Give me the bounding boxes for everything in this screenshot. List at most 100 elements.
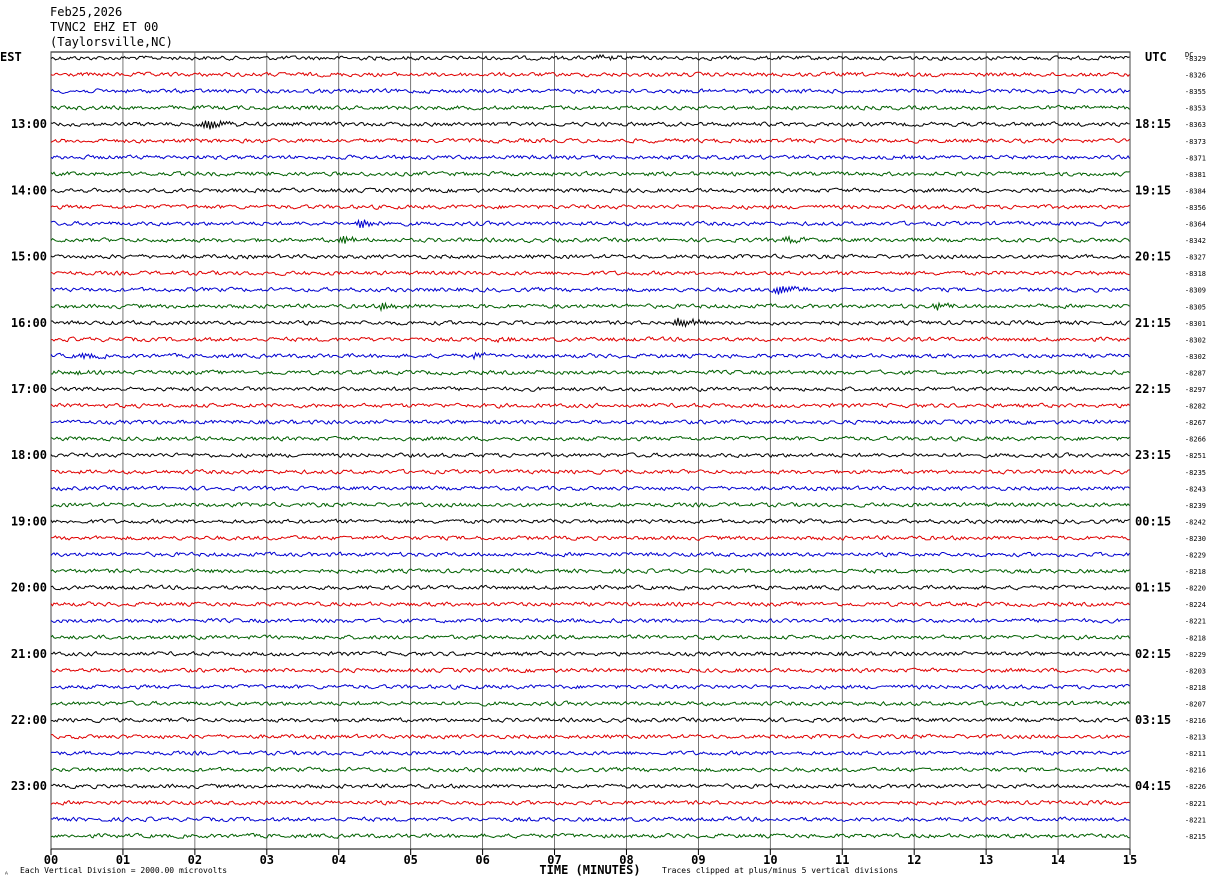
axis-labels: 00 01 02 03 04 05 06 07 08 09 10 11 12 13 14 15 TIME (MI… (0, 50, 1206, 877)
seismic-trace (50, 187, 1130, 194)
dc-offset-label: -8213 (1185, 734, 1206, 742)
seismic-trace (50, 733, 1130, 740)
dc-offset-label: -8318 (1185, 270, 1206, 278)
dc-offset-label: -8355 (1185, 88, 1206, 96)
x-tick-label: 13 (979, 853, 993, 867)
seismic-trace (50, 584, 1130, 591)
seismic-trace (50, 716, 1130, 724)
est-time-label: 23:00 (11, 779, 47, 793)
x-tick-label: 10 (763, 853, 777, 867)
location-label: (Taylorsville,NC) (50, 35, 173, 49)
seismic-trace (50, 270, 1130, 277)
est-label: EST (0, 50, 22, 64)
dc-offset-label: -8243 (1185, 485, 1206, 493)
utc-time-label: 20:15 (1135, 250, 1171, 264)
seismic-trace (50, 650, 1130, 657)
x-tick-label: 15 (1123, 853, 1137, 867)
dc-offset-label: -8329 (1185, 55, 1206, 63)
x-tick-label: 12 (907, 853, 921, 867)
dc-offset-label: -8230 (1185, 535, 1206, 543)
seismic-trace (50, 832, 1130, 839)
seismic-trace (50, 285, 1130, 295)
dc-offset-label: -8218 (1185, 684, 1206, 692)
utc-time-label: 23:15 (1135, 448, 1171, 462)
utc-label: UTC (1145, 50, 1167, 64)
seismic-trace (50, 535, 1130, 541)
seismic-trace (50, 218, 1130, 229)
date-label: Feb25,2026 (50, 5, 123, 19)
dc-offset-label: -8297 (1185, 386, 1206, 394)
dc-offset-label: -8301 (1185, 320, 1206, 328)
seismic-trace (50, 435, 1130, 442)
seismic-trace (50, 104, 1130, 111)
dc-offset-label: -8356 (1185, 204, 1206, 212)
seismic-trace (50, 402, 1130, 409)
est-time-label: 15:00 (11, 250, 47, 264)
dc-offset-label: -8216 (1185, 717, 1206, 725)
utc-time-label: 03:15 (1135, 713, 1171, 727)
x-tick-label: 06 (475, 853, 489, 867)
seismic-trace (50, 601, 1130, 608)
x-tick-label: 08 (619, 853, 633, 867)
x-tick-label: 01 (116, 853, 130, 867)
x-tick-label: 11 (835, 853, 849, 867)
seismic-trace (50, 154, 1130, 161)
seismic-trace (50, 53, 1130, 62)
plot-frame (50, 51, 1131, 850)
seismic-trace (50, 253, 1130, 260)
seismic-trace (50, 750, 1130, 757)
grid-lines (50, 51, 1131, 855)
x-tick-label: 03 (260, 853, 274, 867)
x-axis-title: TIME (MINUTES) (539, 863, 640, 877)
utc-time-label: 04:15 (1135, 779, 1171, 793)
seismic-trace (50, 667, 1130, 674)
dc-offset-label: -8287 (1185, 369, 1206, 377)
seismic-trace (50, 468, 1130, 475)
dc-offset-label: -8220 (1185, 585, 1206, 593)
utc-time-label: 21:15 (1135, 316, 1171, 330)
dc-offset-label: -8251 (1185, 452, 1206, 460)
x-tick-label: 00 (44, 853, 58, 867)
est-time-label: 16:00 (11, 316, 47, 330)
station-label: TVNC2 EHZ ET 00 (50, 20, 159, 34)
est-time-label: 18:00 (11, 448, 47, 462)
seismic-trace (50, 235, 1130, 245)
seismic-trace (50, 369, 1130, 376)
seismic-trace (50, 204, 1130, 210)
x-tick-label: 04 (332, 853, 346, 867)
scale-note: Each Vertical Division = 2000.00 microvo… (20, 866, 228, 875)
est-time-label: 19:00 (11, 514, 47, 528)
seismic-trace (50, 170, 1130, 177)
dc-offset-label: -8207 (1185, 700, 1206, 708)
dc-offset-label: -8239 (1185, 502, 1206, 510)
dc-offset-label: -8216 (1185, 767, 1206, 775)
seismic-trace (50, 419, 1130, 426)
x-tick-label: 07 (547, 853, 561, 867)
dc-offset-label: -8327 (1185, 254, 1206, 262)
dc-offset-label: -8267 (1185, 419, 1206, 427)
dc-offset-label: -8342 (1185, 237, 1206, 245)
seismic-trace (50, 617, 1130, 624)
dc-offset-label: -8221 (1185, 800, 1206, 808)
dc-offset-label: -8363 (1185, 121, 1206, 129)
dc-offset-label: -8282 (1185, 403, 1206, 411)
dc-label: DC (1185, 51, 1193, 59)
est-time-label: 21:00 (11, 647, 47, 661)
seismic-trace (50, 700, 1130, 707)
dc-offset-label: -8371 (1185, 154, 1206, 162)
seismic-trace (50, 119, 1130, 130)
dc-offset-label: -8384 (1185, 187, 1206, 195)
x-tick-label: 09 (691, 853, 705, 867)
seismic-trace (50, 452, 1130, 459)
dc-offset-label: -8226 (1185, 783, 1206, 791)
corner-mark: ᴬ (4, 870, 9, 879)
seismic-trace (50, 301, 1130, 313)
seismic-trace (50, 317, 1130, 329)
seismic-trace (50, 684, 1130, 690)
dc-offset-label: -8309 (1185, 287, 1206, 295)
est-time-label: 20:00 (11, 581, 47, 595)
dc-offset-label: -8364 (1185, 221, 1206, 229)
dc-offset-label: -8229 (1185, 552, 1206, 560)
utc-time-label: 19:15 (1135, 183, 1171, 197)
